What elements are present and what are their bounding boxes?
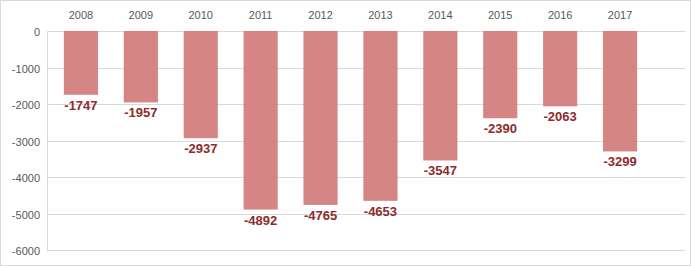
chart-frame xyxy=(1,1,691,266)
chart-svg: 0 -1000 -2000 -3000 -4000 -5000 -6000 -1747 -195… xyxy=(0,0,691,266)
bar xyxy=(543,31,577,106)
bar xyxy=(423,31,457,160)
y-tick-label: -6000 xyxy=(12,245,40,257)
bar xyxy=(184,31,218,138)
y-axis-line xyxy=(47,31,48,250)
y-tick-label: -2000 xyxy=(12,99,40,111)
data-label: -1957 xyxy=(124,105,157,120)
chart-root: 0 -1000 -2000 -3000 -4000 -5000 -6000 -1747 -195… xyxy=(0,0,691,266)
x-tick-label: 2015 xyxy=(488,9,512,21)
x-tick-label: 2009 xyxy=(129,9,153,21)
x-tick-label: 2014 xyxy=(428,9,452,21)
x-tick-label: 2016 xyxy=(548,9,572,21)
grid-line xyxy=(47,250,685,251)
y-tick-label: -5000 xyxy=(12,209,40,221)
data-label: -4892 xyxy=(244,213,277,228)
data-label: -2937 xyxy=(184,141,217,156)
data-label: -4653 xyxy=(364,204,397,219)
x-tick-label: 2013 xyxy=(368,9,392,21)
y-tick-label: 0 xyxy=(34,26,40,38)
bar xyxy=(124,31,158,102)
x-tick-label: 2008 xyxy=(69,9,93,21)
x-tick-label: 2012 xyxy=(308,9,332,21)
data-label: -3299 xyxy=(603,154,636,169)
bar xyxy=(483,31,517,118)
labels: -1747 -1957 -2937 -4892 -4765 -4653 -3547 -2390… xyxy=(64,98,636,228)
data-label: -3547 xyxy=(424,163,457,178)
bar xyxy=(363,31,397,201)
x-tick-label: 2017 xyxy=(608,9,632,21)
x-tick-label: 2010 xyxy=(189,9,213,21)
bar xyxy=(244,31,278,210)
x-tick-label: 2011 xyxy=(249,9,273,21)
y-tick-label: -4000 xyxy=(12,172,40,184)
bars xyxy=(64,31,637,210)
bar xyxy=(64,31,98,95)
grid xyxy=(47,32,685,251)
data-label: -4765 xyxy=(304,208,337,223)
bar xyxy=(603,31,637,151)
bar xyxy=(303,31,337,205)
data-label: -1747 xyxy=(64,98,97,113)
data-label: -2390 xyxy=(484,121,517,136)
data-label: -2063 xyxy=(544,109,577,124)
y-tick-label: -1000 xyxy=(12,63,40,75)
y-tick-label: -3000 xyxy=(12,136,40,148)
